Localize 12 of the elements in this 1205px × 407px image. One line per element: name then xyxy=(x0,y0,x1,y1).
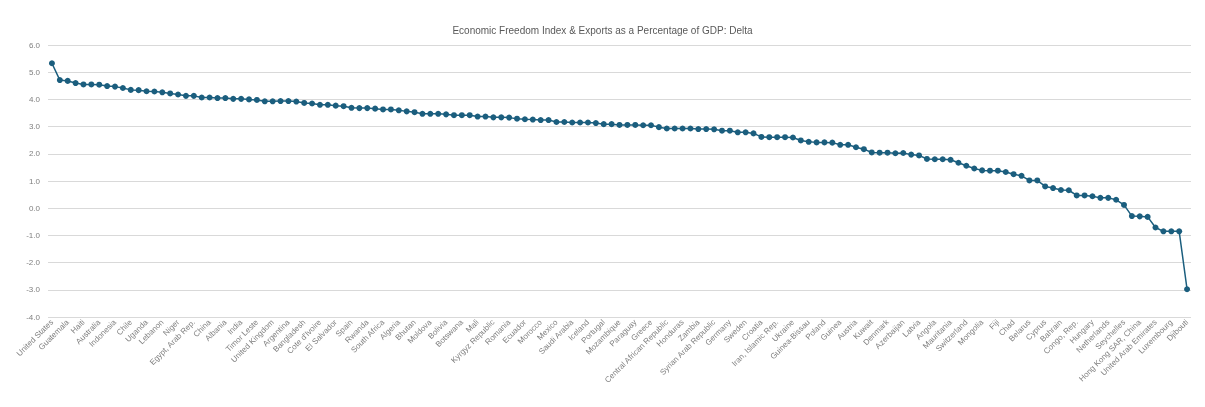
y-tick-label: 5.0 xyxy=(28,67,41,77)
y-tick-label: 6.0 xyxy=(28,40,41,50)
y-tick-label: 1.0 xyxy=(28,176,41,186)
y-tick-label: -4.0 xyxy=(26,312,41,322)
y-tick-label: -1.0 xyxy=(26,230,41,240)
y-tick-label: -2.0 xyxy=(26,258,41,268)
y-tick-label: -3.0 xyxy=(26,285,41,295)
y-tick-label: 0.0 xyxy=(28,203,41,213)
chart-title: Economic Freedom Index & Exports as a Percentage of GDP: Delta xyxy=(452,24,753,36)
y-tick-label: 3.0 xyxy=(28,122,41,132)
y-tick-label: 2.0 xyxy=(28,149,41,159)
y-tick-label: 4.0 xyxy=(28,94,41,104)
